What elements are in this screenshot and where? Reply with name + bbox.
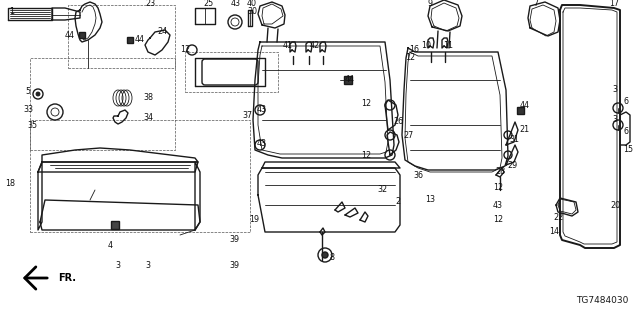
Text: 35: 35 [27, 121, 37, 130]
Text: 44: 44 [135, 36, 145, 44]
Text: 3: 3 [612, 116, 618, 124]
Text: 4: 4 [108, 241, 113, 250]
Text: 8: 8 [330, 253, 335, 262]
Text: 19: 19 [249, 215, 259, 225]
Text: 23: 23 [145, 0, 155, 9]
Text: 2: 2 [396, 197, 401, 206]
Text: 37: 37 [242, 110, 252, 119]
Text: 44: 44 [65, 30, 75, 39]
Text: 22: 22 [553, 213, 563, 222]
Text: 36: 36 [413, 171, 423, 180]
Text: 12: 12 [405, 53, 415, 62]
Text: 12: 12 [361, 99, 371, 108]
Text: 15: 15 [623, 146, 633, 155]
Text: 20: 20 [610, 201, 620, 210]
Text: 1: 1 [10, 7, 15, 17]
Text: 24: 24 [157, 28, 167, 36]
Text: 12: 12 [493, 215, 503, 225]
Text: 7: 7 [533, 0, 539, 9]
Bar [344, 76, 352, 84]
Text: 33: 33 [23, 106, 33, 115]
Text: 31: 31 [509, 135, 519, 145]
Text: 16: 16 [409, 45, 419, 54]
Text: 43: 43 [231, 0, 241, 9]
Text: 12: 12 [493, 183, 503, 193]
Text: 10: 10 [421, 41, 431, 50]
Bar [127, 37, 133, 43]
Text: 44: 44 [520, 100, 530, 109]
Text: 44: 44 [345, 75, 355, 84]
Text: 3: 3 [145, 260, 150, 269]
Text: 26: 26 [393, 117, 403, 126]
Text: 21: 21 [519, 125, 529, 134]
Text: 27: 27 [403, 131, 413, 140]
Text: 29: 29 [507, 161, 517, 170]
Text: 42: 42 [310, 42, 320, 51]
Text: 43: 43 [493, 201, 503, 210]
Text: 43: 43 [257, 105, 267, 114]
Text: 43: 43 [257, 140, 267, 148]
Text: 18: 18 [5, 180, 15, 188]
Text: 39: 39 [229, 261, 239, 270]
Text: 39: 39 [229, 236, 239, 244]
Circle shape [36, 92, 40, 96]
Text: 30: 30 [247, 7, 257, 17]
Text: 3: 3 [115, 260, 120, 269]
Text: 11: 11 [443, 41, 453, 50]
Text: 25: 25 [203, 0, 213, 9]
Circle shape [322, 252, 328, 258]
Text: 40: 40 [247, 0, 257, 9]
Bar [516, 107, 524, 114]
Text: 13: 13 [425, 196, 435, 204]
Text: 6: 6 [623, 127, 628, 137]
FancyArrowPatch shape [25, 267, 47, 289]
Text: 12: 12 [361, 150, 371, 159]
Text: 38: 38 [143, 93, 153, 102]
Text: 32: 32 [377, 186, 387, 195]
Text: 5: 5 [26, 87, 31, 97]
Text: 14: 14 [549, 228, 559, 236]
Text: TG7484030: TG7484030 [575, 296, 628, 305]
Text: 17: 17 [609, 0, 619, 9]
Text: 28: 28 [495, 167, 505, 177]
Text: 12: 12 [180, 44, 190, 53]
Text: FR.: FR. [58, 273, 76, 283]
Text: 41: 41 [283, 42, 293, 51]
Bar [79, 32, 85, 38]
Text: 34: 34 [143, 113, 153, 122]
Text: 3: 3 [612, 85, 618, 94]
Text: 6: 6 [623, 98, 628, 107]
Text: 9: 9 [428, 0, 433, 9]
Bar [111, 221, 119, 229]
